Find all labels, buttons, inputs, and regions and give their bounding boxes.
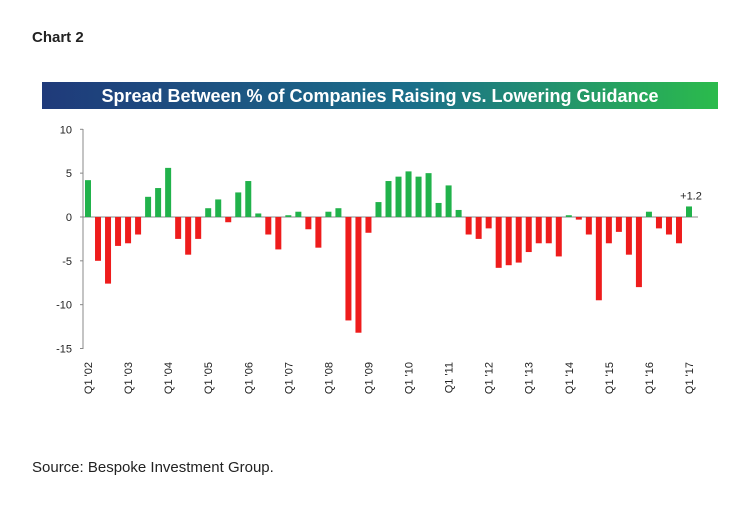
bar <box>325 211 332 217</box>
bar <box>385 181 392 217</box>
x-tick-label: Q1 '04 <box>163 362 175 394</box>
bar <box>155 188 162 217</box>
bar <box>275 216 282 250</box>
bar <box>686 206 692 217</box>
x-tick-label: Q1 '13 <box>524 362 536 394</box>
x-tick-label: Q1 '02 <box>83 362 95 394</box>
bar <box>585 216 592 235</box>
bar <box>575 216 582 220</box>
bar <box>435 202 442 217</box>
bar <box>165 167 172 217</box>
annotation: +1.2 <box>680 190 702 202</box>
bar <box>85 180 91 217</box>
bar <box>425 173 432 217</box>
bar <box>175 216 182 239</box>
bar <box>265 216 272 235</box>
bar <box>595 216 602 301</box>
bar <box>315 216 322 248</box>
bar <box>645 211 652 217</box>
chart-title: Spread Between % of Companies Raising vs… <box>101 86 658 106</box>
bar <box>675 216 682 244</box>
bar <box>605 216 612 244</box>
bar <box>335 208 342 217</box>
bar <box>105 216 112 284</box>
x-tick-label: Q1 '08 <box>323 362 335 394</box>
header: Chart 2 <box>32 29 84 46</box>
y-tick-label: 5 <box>66 168 72 180</box>
x-tick-label: Q1 '14 <box>564 362 576 394</box>
bar <box>115 216 122 246</box>
x-tick-label: Q1 '16 <box>644 362 656 394</box>
y-tick-label: -15 <box>56 344 72 356</box>
x-tick-label: Q1 '09 <box>363 362 375 394</box>
bar <box>485 216 492 229</box>
bar <box>665 216 672 235</box>
bar <box>495 216 502 268</box>
x-tick-label: Q1 '10 <box>404 362 416 394</box>
bar <box>475 216 482 239</box>
bar <box>535 216 542 244</box>
bar <box>405 171 412 217</box>
title-banner <box>42 82 718 109</box>
bar <box>215 199 222 217</box>
bar <box>95 216 102 261</box>
x-tick-label: Q1 '06 <box>243 362 255 394</box>
x-tick-label: Q1 '17 <box>684 362 696 394</box>
bar <box>445 185 452 217</box>
bar <box>455 209 462 217</box>
x-tick-label: Q1 '15 <box>604 362 616 394</box>
source: Source: Bespoke Investment Group. <box>32 459 274 476</box>
x-tick-label: Q1 '12 <box>484 362 496 394</box>
bar <box>365 216 372 233</box>
bar <box>375 202 382 217</box>
bar <box>525 216 532 253</box>
bar <box>615 216 622 232</box>
bar <box>195 216 202 239</box>
bar <box>255 213 262 217</box>
bar <box>625 216 632 255</box>
bar <box>235 192 242 217</box>
bar <box>225 216 232 223</box>
bar <box>655 216 662 229</box>
y-tick-label: -5 <box>62 256 72 268</box>
bar <box>465 216 472 235</box>
bar <box>135 216 142 235</box>
bar <box>635 216 642 288</box>
bar <box>125 216 132 244</box>
bar <box>295 211 302 217</box>
bar <box>505 216 512 266</box>
bar <box>305 216 312 230</box>
bar <box>285 215 292 217</box>
bar <box>205 208 212 217</box>
bar <box>415 176 422 217</box>
y-tick-label: 0 <box>66 212 72 224</box>
bar <box>145 196 152 217</box>
x-tick-label: Q1 '03 <box>123 362 135 394</box>
y-tick-label: 10 <box>60 124 72 136</box>
bar <box>545 216 552 244</box>
x-tick-label: Q1 '05 <box>203 362 215 394</box>
bar <box>565 215 572 217</box>
bar <box>185 216 192 255</box>
bar <box>515 216 522 263</box>
y-tick-label: -10 <box>56 300 72 312</box>
bar <box>395 176 402 217</box>
bar <box>355 216 362 333</box>
bar <box>245 181 252 217</box>
x-tick-label: Q1 '11 <box>444 362 456 393</box>
bar <box>555 216 562 257</box>
bar <box>345 216 352 321</box>
x-tick-label: Q1 '07 <box>283 362 295 394</box>
